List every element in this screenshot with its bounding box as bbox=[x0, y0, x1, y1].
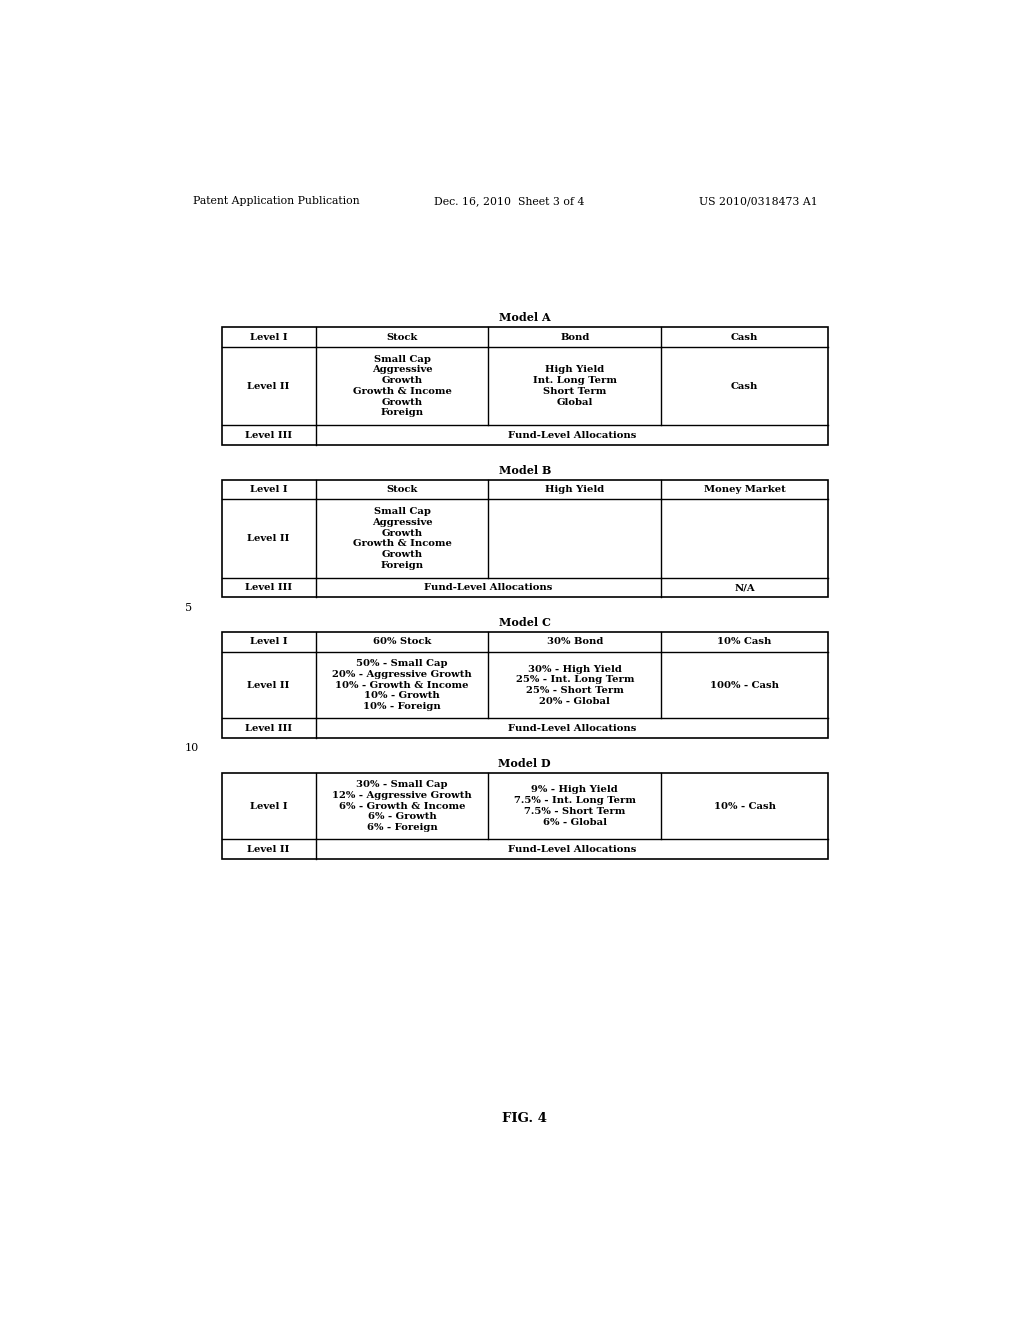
Text: Small Cap
Aggressive
Growth
Growth & Income
Growth
Foreign: Small Cap Aggressive Growth Growth & Inc… bbox=[352, 355, 452, 417]
Text: FIG. 4: FIG. 4 bbox=[503, 1113, 547, 1126]
Text: 50% - Small Cap
20% - Aggressive Growth
10% - Growth & Income
10% - Growth
10% -: 50% - Small Cap 20% - Aggressive Growth … bbox=[332, 659, 472, 711]
Text: Level II: Level II bbox=[248, 381, 290, 391]
Text: Stock: Stock bbox=[386, 333, 418, 342]
Text: 30% - Small Cap
12% - Aggressive Growth
6% - Growth & Income
6% - Growth
6% - Fo: 30% - Small Cap 12% - Aggressive Growth … bbox=[332, 780, 472, 832]
Text: Fund-Level Allocations: Fund-Level Allocations bbox=[508, 845, 636, 854]
Text: Level III: Level III bbox=[245, 583, 292, 593]
Text: Cash: Cash bbox=[731, 333, 759, 342]
Text: Level I: Level I bbox=[250, 484, 288, 494]
Text: Fund-Level Allocations: Fund-Level Allocations bbox=[508, 430, 636, 440]
Text: Model B: Model B bbox=[499, 465, 551, 475]
Text: Level II: Level II bbox=[248, 845, 290, 854]
Text: 10: 10 bbox=[185, 743, 200, 754]
Text: Stock: Stock bbox=[386, 484, 418, 494]
Text: 30% - High Yield
25% - Int. Long Term
25% - Short Term
20% - Global: 30% - High Yield 25% - Int. Long Term 25… bbox=[515, 664, 634, 706]
Text: Small Cap
Aggressive
Growth
Growth & Income
Growth
Foreign: Small Cap Aggressive Growth Growth & Inc… bbox=[352, 507, 452, 570]
Text: Level III: Level III bbox=[245, 723, 292, 733]
Text: 9% - High Yield
7.5% - Int. Long Term
7.5% - Short Term
6% - Global: 9% - High Yield 7.5% - Int. Long Term 7.… bbox=[514, 785, 636, 826]
Text: Level I: Level I bbox=[250, 638, 288, 647]
Text: Level I: Level I bbox=[250, 801, 288, 810]
Text: Fund-Level Allocations: Fund-Level Allocations bbox=[508, 723, 636, 733]
Text: Level I: Level I bbox=[250, 333, 288, 342]
Text: Fund-Level Allocations: Fund-Level Allocations bbox=[424, 583, 553, 593]
Text: 5: 5 bbox=[185, 602, 193, 612]
Text: Level II: Level II bbox=[248, 535, 290, 543]
Text: Cash: Cash bbox=[731, 381, 759, 391]
Text: Level II: Level II bbox=[248, 681, 290, 689]
Text: Model D: Model D bbox=[499, 758, 551, 768]
Text: High Yield: High Yield bbox=[545, 484, 604, 494]
Text: Model C: Model C bbox=[499, 616, 551, 628]
Text: N/A: N/A bbox=[734, 583, 755, 593]
Bar bbox=[221, 632, 828, 738]
Text: Bond: Bond bbox=[560, 333, 590, 342]
Text: 100% - Cash: 100% - Cash bbox=[710, 681, 779, 689]
Bar bbox=[221, 479, 828, 598]
Text: Dec. 16, 2010  Sheet 3 of 4: Dec. 16, 2010 Sheet 3 of 4 bbox=[433, 195, 584, 206]
Text: US 2010/0318473 A1: US 2010/0318473 A1 bbox=[699, 195, 818, 206]
Text: 30% Bond: 30% Bond bbox=[547, 638, 603, 647]
Text: Patent Application Publication: Patent Application Publication bbox=[194, 195, 359, 206]
Text: Money Market: Money Market bbox=[703, 484, 785, 494]
Text: 10% - Cash: 10% - Cash bbox=[714, 801, 775, 810]
Text: 60% Stock: 60% Stock bbox=[373, 638, 431, 647]
Bar bbox=[221, 772, 828, 859]
Text: High Yield
Int. Long Term
Short Term
Global: High Yield Int. Long Term Short Term Glo… bbox=[532, 366, 616, 407]
Text: Level III: Level III bbox=[245, 430, 292, 440]
Text: Model A: Model A bbox=[499, 312, 551, 323]
Bar bbox=[221, 327, 828, 445]
Text: 10% Cash: 10% Cash bbox=[718, 638, 772, 647]
